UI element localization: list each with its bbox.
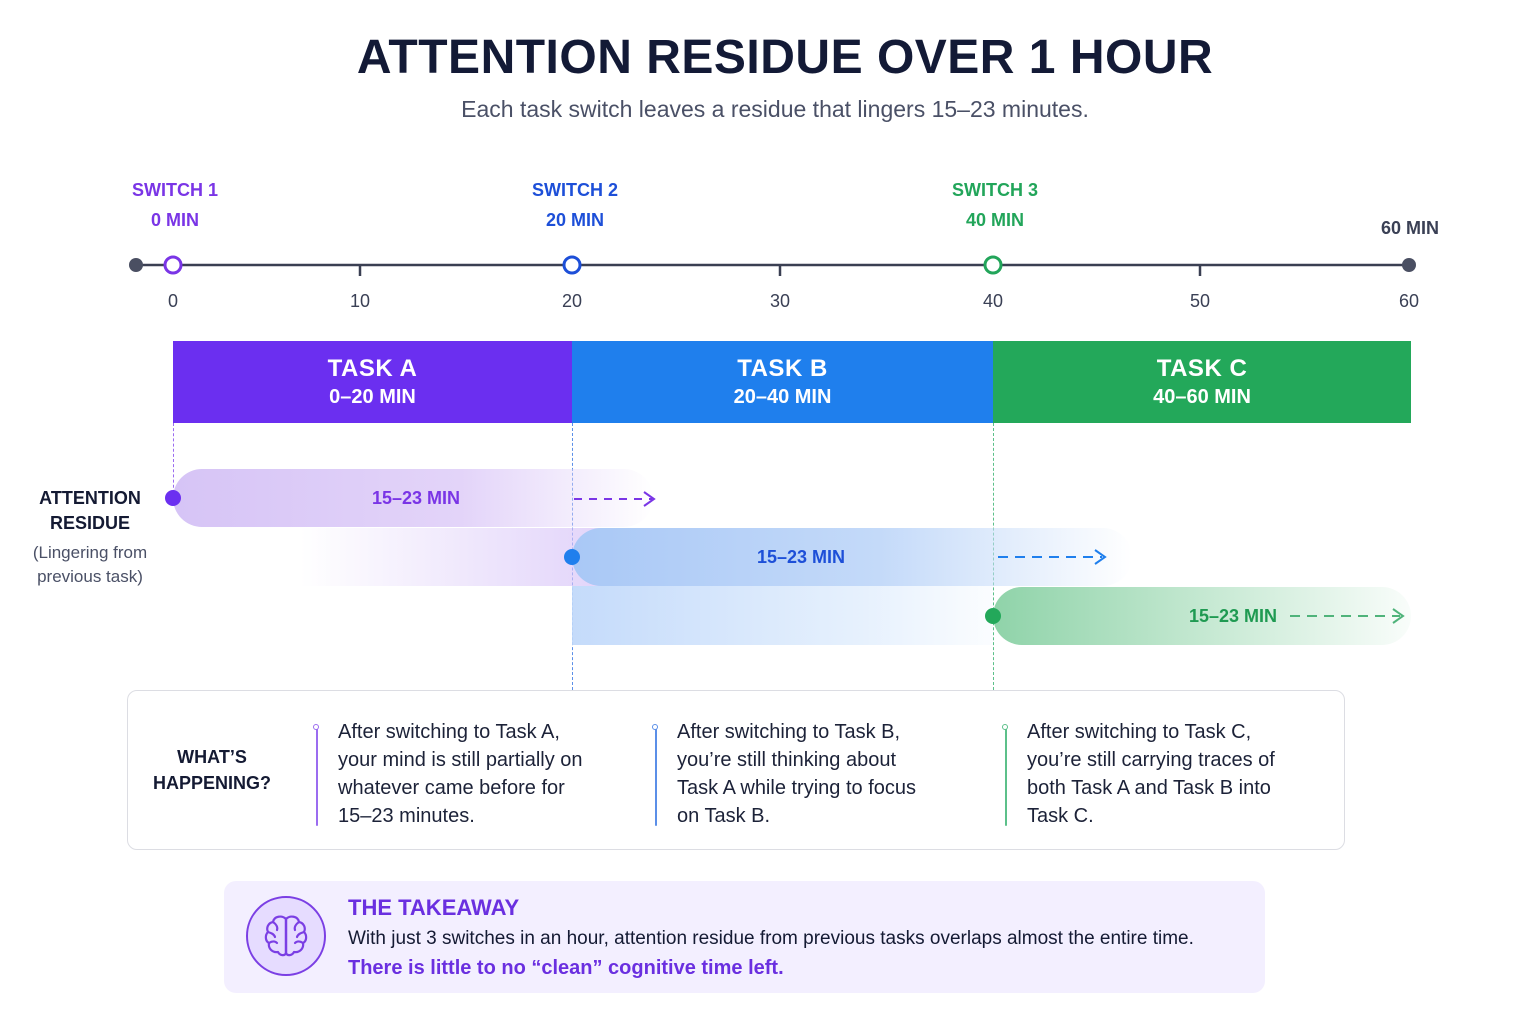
explain-2-text: After switching to Task B, you’re still …: [677, 721, 917, 827]
task-a-block: TASK A 0–20 MIN: [173, 341, 572, 423]
tick-label-0: 0: [167, 291, 178, 311]
task-c-range: 40–60 MIN: [1153, 386, 1251, 408]
takeaway-body: With just 3 switches in an hour, attenti…: [348, 928, 1194, 949]
tick-label-50: 50: [1189, 291, 1211, 311]
switch-2-time: 20 MIN: [545, 210, 605, 230]
explain-1-text: After switching to Task A, your mind is …: [338, 721, 583, 827]
tick-label-40: 40: [982, 291, 1004, 311]
residue-b-label: 15–23 MIN: [757, 547, 846, 567]
explain-3-text: After switching to Task C, you’re still …: [1027, 721, 1275, 827]
residue-b-fade: [572, 586, 993, 645]
page-subtitle: Each task switch leaves a residue that l…: [461, 96, 1089, 122]
task-b-name: TASK B: [737, 355, 828, 382]
explain-3-marker: [1002, 724, 1008, 826]
takeaway-title: THE TAKEAWAY: [348, 895, 520, 920]
residue-a-fade: [300, 528, 600, 586]
switch-1-marker: [163, 255, 183, 275]
task-a-name: TASK A: [327, 355, 418, 382]
residue-subheading: (Lingering from previous task): [32, 543, 148, 586]
task-b-block: TASK B 20–40 MIN: [572, 341, 993, 423]
switch-3-name: SWITCH 3: [951, 180, 1038, 200]
tick-label-60: 60: [1398, 291, 1420, 311]
residue-heading: ATTENTION RESIDUE: [39, 488, 141, 533]
residue-a-start-dot: [165, 490, 181, 506]
residue-b-arrow: [998, 549, 1107, 565]
timeline-start-dot: [129, 258, 143, 272]
tick-label-10: 10: [349, 291, 371, 311]
residue-c-label: 15–23 MIN: [1189, 606, 1278, 626]
switch-2-marker: [562, 255, 582, 275]
brain-icon: [246, 896, 326, 976]
residue-c-start-dot: [985, 608, 1001, 624]
residue-c-arrow: [1290, 608, 1405, 624]
task-c-block: TASK C 40–60 MIN: [993, 341, 1411, 423]
whats-happening-panel: [127, 690, 1345, 850]
takeaway-panel: [224, 881, 1265, 993]
explain-2-marker: [652, 724, 658, 826]
switch-2-name: SWITCH 2: [531, 180, 618, 200]
timeline-end-dot: [1402, 258, 1416, 272]
switch-1-time: 0 MIN: [150, 210, 199, 230]
task-c-name: TASK C: [1156, 355, 1248, 382]
residue-a-label: 15–23 MIN: [372, 488, 461, 508]
page-title: ATTENTION RESIDUE OVER 1 HOUR: [356, 31, 1214, 84]
timeline-axis: [129, 255, 1416, 276]
task-b-range: 20–40 MIN: [733, 386, 832, 408]
switch-3-marker: [983, 255, 1003, 275]
switch-1-name: SWITCH 1: [131, 180, 218, 200]
switch-3-time: 40 MIN: [965, 210, 1025, 230]
end-time-label: 60 MIN: [1380, 218, 1440, 238]
task-a-range: 0–20 MIN: [329, 386, 416, 408]
tick-label-20: 20: [561, 291, 583, 311]
guide-line-switch-1: [173, 423, 174, 498]
tick-label-30: 30: [769, 291, 791, 311]
residue-b-start-dot: [564, 549, 580, 565]
takeaway-emphasis: There is little to no “clean” cognitive …: [348, 957, 784, 979]
residue-a-arrow: [574, 491, 656, 507]
residue-bar-a: [173, 469, 653, 527]
explain-1-marker: [313, 724, 319, 826]
whats-happening-title: WHAT’S HAPPENING?: [152, 747, 271, 793]
